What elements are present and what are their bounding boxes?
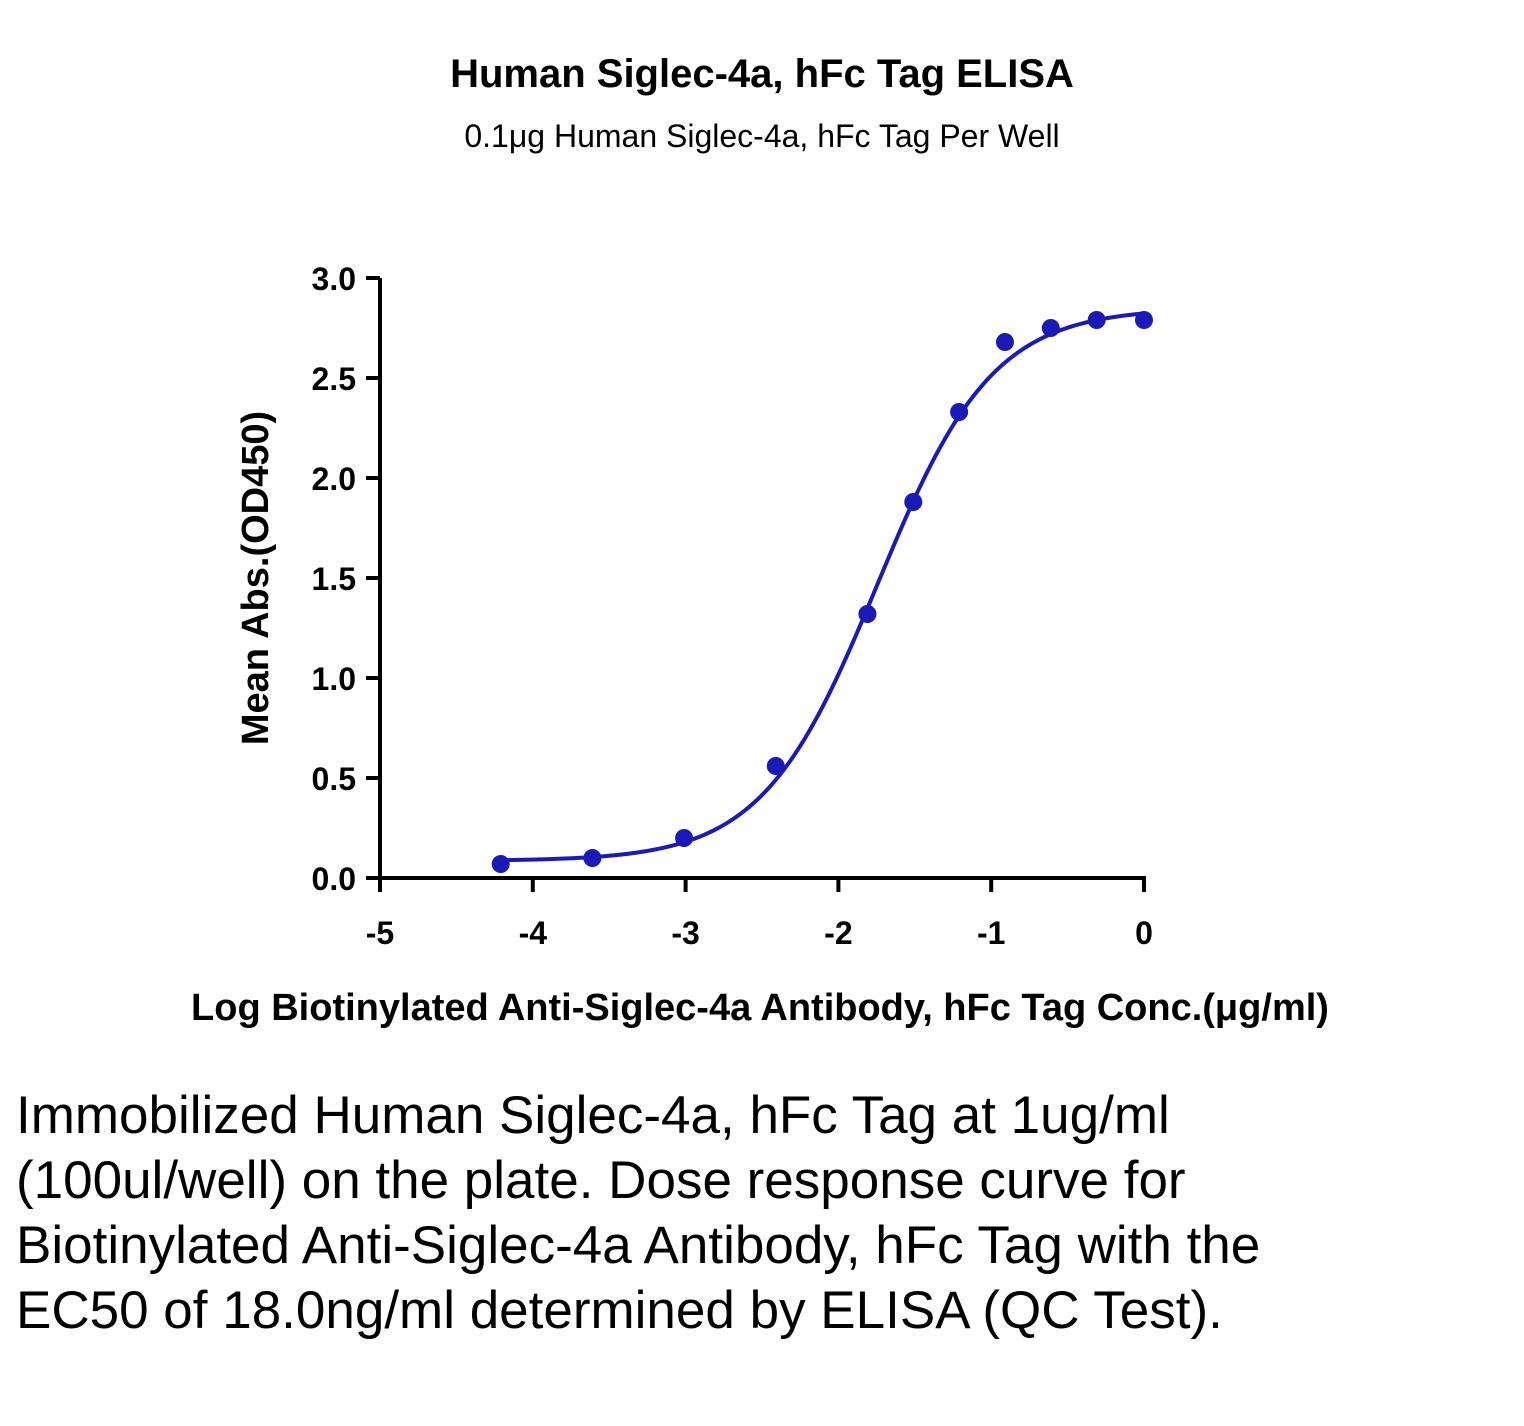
- x-axis-label: Log Biotinylated Anti-Siglec-4a Antibody…: [191, 987, 1329, 1029]
- data-point: [491, 855, 510, 873]
- data-points: [491, 311, 1153, 873]
- chart-title: Human Siglec-4a, hFc Tag ELISA: [450, 52, 1074, 96]
- x-axis-ticks: -5 -4 -3 -2 -1 0: [366, 878, 1153, 951]
- data-point: [1041, 319, 1060, 337]
- x-tick-label: -1: [977, 915, 1005, 951]
- data-point: [1087, 311, 1106, 329]
- x-tick-label: -5: [366, 915, 394, 951]
- x-tick-label: 0: [1135, 915, 1153, 951]
- figure-caption: Immobilized Human Siglec-4a, hFc Tag at …: [16, 1086, 1261, 1340]
- ec50-dose-response-chart: -5 -4 -3 -2 -1 0 0.0 0.5 1.0 1.5 2.0 2.5 3.0 Mean A…: [191, 261, 1329, 1029]
- y-tick-label: 1.5: [312, 561, 356, 597]
- y-axis-ticks: 0.0 0.5 1.0 1.5 2.0 2.5 3.0: [312, 261, 380, 897]
- data-point: [904, 493, 923, 511]
- y-tick-label: 2.5: [312, 361, 356, 397]
- y-axis-label: Mean Abs.(OD450): [235, 411, 277, 745]
- data-point: [766, 757, 785, 775]
- fit-curve: [500, 311, 1145, 863]
- y-tick-label: 3.0: [312, 261, 356, 297]
- y-tick-label: 1.0: [312, 661, 356, 697]
- axes: [378, 278, 1146, 880]
- y-tick-label: 2.0: [312, 461, 356, 497]
- data-point: [950, 403, 969, 421]
- data-point: [675, 829, 694, 847]
- x-tick-label: -2: [824, 915, 852, 951]
- data-point: [858, 605, 877, 623]
- x-tick-label: -4: [519, 915, 548, 951]
- data-point: [583, 849, 602, 867]
- data-point: [1135, 311, 1153, 329]
- chart-subtitle: 0.1μg Human Siglec-4a, hFc Tag Per Well: [464, 118, 1060, 154]
- data-point: [995, 333, 1014, 351]
- y-tick-label: 0.5: [312, 761, 356, 797]
- x-tick-label: -3: [671, 915, 699, 951]
- y-tick-label: 0.0: [312, 861, 356, 897]
